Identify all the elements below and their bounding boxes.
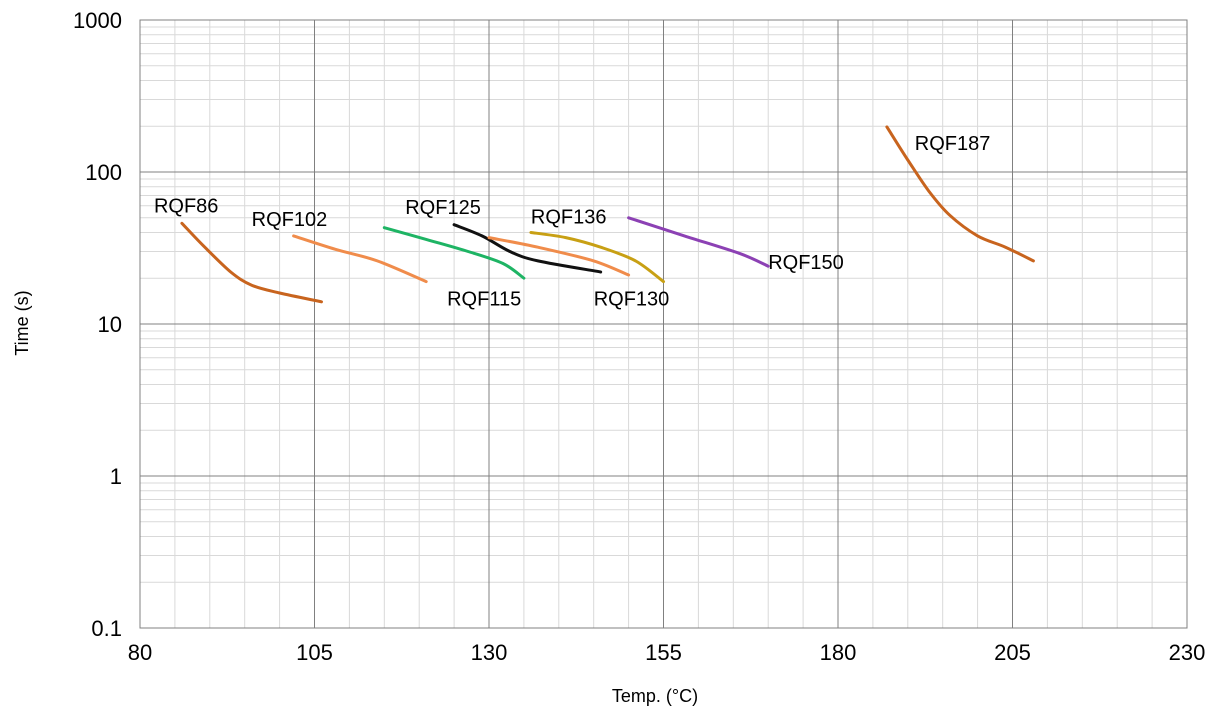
x-tick-label: 130: [471, 640, 508, 665]
series-line-rqf102: [292, 234, 428, 284]
x-tick-label: 205: [994, 640, 1031, 665]
y-tick-label: 100: [85, 160, 122, 185]
series-label-rqf136: RQF136: [531, 206, 607, 228]
series-line-rqf187: [885, 125, 1035, 263]
series-label-rqf130: RQF130: [594, 289, 670, 311]
y-axis-ticks: 0.1 1 10 100 1000: [73, 8, 122, 641]
series-line-rqf136: [529, 231, 665, 284]
x-tick-label: 80: [128, 640, 152, 665]
y-tick-label: 0.1: [91, 616, 122, 641]
series-label-rqf125: RQF125: [405, 197, 481, 219]
y-tick-label: 10: [98, 312, 122, 337]
series-label-rqf150: RQF150: [768, 252, 844, 274]
series-label-rqf86: RQF86: [154, 196, 218, 218]
x-tick-label: 180: [820, 640, 857, 665]
series-label-rqf102: RQF102: [252, 209, 328, 231]
plot-frame: [139, 19, 1188, 629]
series-label-rqf187: RQF187: [915, 133, 991, 155]
series-line-rqf115: [382, 226, 526, 280]
series-label-rqf115: RQF115: [447, 289, 521, 311]
series-line-rqf150: [627, 216, 770, 268]
series-line-rqf125: [452, 223, 603, 274]
x-tick-label: 105: [296, 640, 333, 665]
y-tick-label: 1000: [73, 8, 122, 33]
series-group: [180, 125, 1035, 304]
x-tick-label: 230: [1169, 640, 1206, 665]
series-line-rqf86: [180, 221, 323, 304]
x-axis-ticks: 80 105 130 155 180 205 230: [128, 640, 1206, 665]
x-axis-title: Temp. (°C): [612, 686, 698, 706]
y-axis-title: Time (s): [12, 290, 32, 355]
y-tick-label: 1: [110, 464, 122, 489]
series-labels: RQF86 RQF102 RQF115 RQF125 RQF130 RQF136 RQF15…: [154, 133, 990, 311]
series-line-rqf130: [487, 236, 631, 277]
x-tick-label: 155: [645, 640, 682, 665]
